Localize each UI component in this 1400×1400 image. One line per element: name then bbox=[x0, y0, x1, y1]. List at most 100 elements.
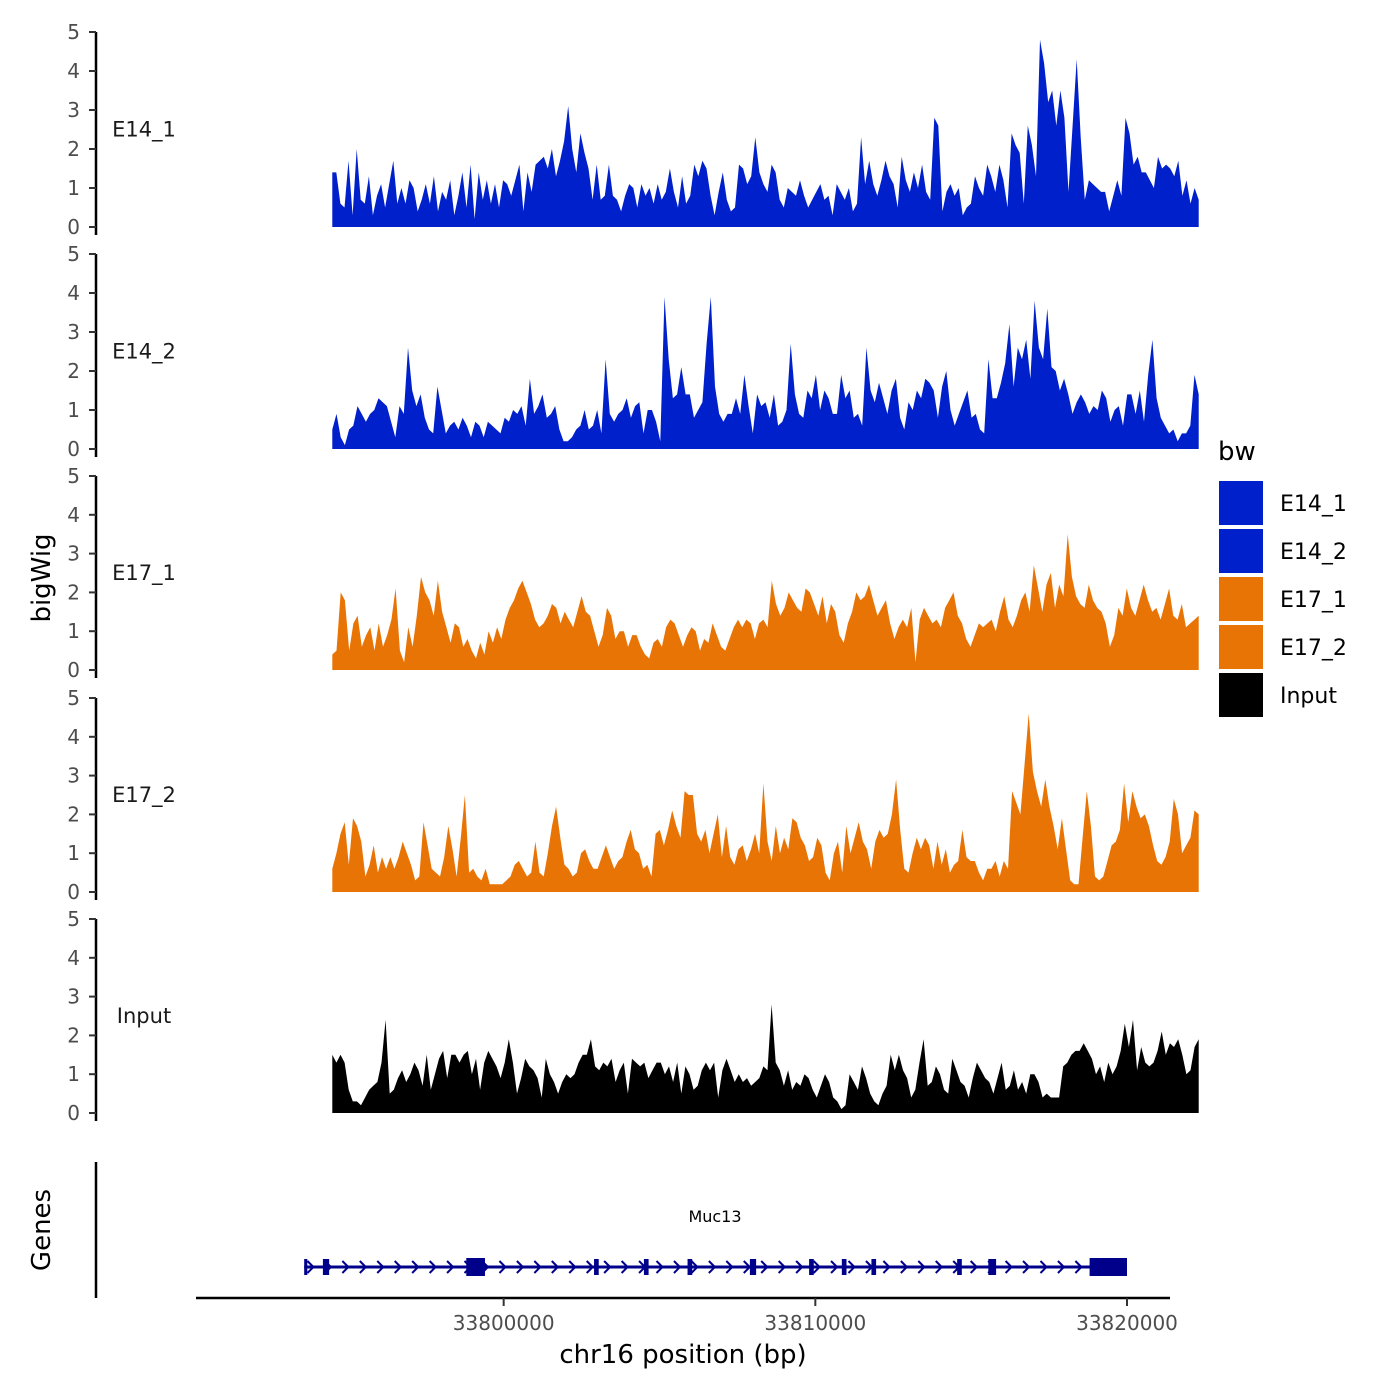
legend-items: E14_1 E14_2 E17_1 E17_2 Input bbox=[1217, 479, 1347, 719]
track-E14_1: 0 1 2 3 4 5 E14_1 bbox=[67, 20, 1199, 239]
y-tick-label: 3 bbox=[67, 320, 80, 344]
track-E14_2: 0 1 2 3 4 5 E14_2 bbox=[67, 242, 1199, 461]
strand-arrow bbox=[603, 1260, 612, 1274]
x-axis-ticks: 33800000 33810000 33820000 bbox=[453, 1298, 1178, 1335]
strand-arrow bbox=[673, 1260, 682, 1274]
legend-label: E17_2 bbox=[1280, 636, 1347, 661]
y-axis-title: bigWig bbox=[27, 533, 57, 622]
x-axis-title: chr16 position (bp) bbox=[559, 1340, 806, 1370]
gene-exon bbox=[749, 1259, 757, 1275]
coverage-area-E17_1 bbox=[332, 534, 1199, 670]
y-tick-label: 4 bbox=[67, 725, 80, 749]
gene-exon bbox=[594, 1259, 599, 1275]
genes-axis-title: Genes bbox=[27, 1189, 57, 1271]
strand-arrow bbox=[795, 1260, 804, 1274]
track-label: E14_1 bbox=[112, 118, 176, 143]
y-tick-label: 5 bbox=[67, 907, 80, 931]
gene-label: Muc13 bbox=[688, 1207, 741, 1226]
y-tick-label: 2 bbox=[67, 1023, 80, 1047]
y-tick-label: 4 bbox=[67, 503, 80, 527]
strand-arrow bbox=[533, 1260, 542, 1274]
legend-item: E17_1 bbox=[1217, 575, 1347, 623]
track-E17_2: 0 1 2 3 4 5 E17_2 bbox=[67, 686, 1199, 904]
strand-arrow bbox=[446, 1260, 455, 1274]
strand-arrow bbox=[1004, 1260, 1013, 1274]
x-tick-label: 33810000 bbox=[764, 1311, 866, 1335]
y-tick-label: 3 bbox=[67, 764, 80, 788]
coverage-area-E17_2 bbox=[332, 713, 1199, 892]
y-tick-label: 1 bbox=[67, 398, 80, 422]
strand-arrow bbox=[1074, 1260, 1083, 1274]
x-tick-label: 33820000 bbox=[1076, 1311, 1178, 1335]
y-tick-label: 2 bbox=[67, 580, 80, 604]
genes-panel: Genes Muc13 bbox=[27, 1162, 1127, 1298]
strand-arrow bbox=[376, 1260, 385, 1274]
strand-arrow bbox=[969, 1260, 979, 1274]
strand-arrow bbox=[620, 1260, 630, 1274]
strand-arrow bbox=[1057, 1260, 1066, 1274]
legend-label: Input bbox=[1280, 684, 1337, 709]
coverage-area-E14_2 bbox=[332, 296, 1199, 449]
y-tick-label: 5 bbox=[67, 464, 80, 488]
y-tick-label: 5 bbox=[67, 20, 80, 44]
gene-exon bbox=[687, 1259, 693, 1275]
legend-title: bw bbox=[1218, 437, 1256, 467]
strand-arrow bbox=[428, 1260, 438, 1274]
y-tick-label: 0 bbox=[67, 215, 80, 239]
y-tick-label: 0 bbox=[67, 658, 80, 682]
strand-arrow bbox=[900, 1260, 909, 1274]
legend: bw E14_1 E14_2 E17_1 E17_2 Input bbox=[1217, 437, 1347, 719]
strand-arrow bbox=[743, 1260, 752, 1274]
coverage-area-Input bbox=[332, 1004, 1199, 1113]
y-tick-label: 1 bbox=[67, 841, 80, 865]
strand-arrow bbox=[568, 1260, 577, 1274]
strand-arrow bbox=[917, 1260, 926, 1274]
y-tick-label: 5 bbox=[67, 686, 80, 710]
gene-exon bbox=[871, 1259, 877, 1275]
x-tick-label: 33800000 bbox=[453, 1311, 555, 1335]
strand-arrow bbox=[1039, 1260, 1048, 1274]
y-tick-label: 4 bbox=[67, 946, 80, 970]
gene-exon bbox=[643, 1259, 649, 1275]
y-tick-label: 2 bbox=[67, 137, 80, 161]
y-tick-label: 3 bbox=[67, 985, 80, 1009]
track-label: Input bbox=[117, 1004, 171, 1028]
y-tick-label: 5 bbox=[67, 242, 80, 266]
y-tick-label: 3 bbox=[67, 98, 80, 122]
strand-arrow bbox=[935, 1260, 944, 1274]
track-label: E17_2 bbox=[112, 783, 176, 808]
legend-swatch bbox=[1217, 575, 1265, 623]
gene-exon bbox=[841, 1259, 847, 1275]
legend-swatch bbox=[1217, 623, 1265, 671]
strand-arrow bbox=[725, 1260, 734, 1274]
gene-exon bbox=[809, 1259, 814, 1275]
y-tick-label: 0 bbox=[67, 437, 80, 461]
legend-label: E14_1 bbox=[1280, 492, 1347, 517]
legend-item: E17_2 bbox=[1217, 623, 1347, 671]
gene-exon bbox=[304, 1259, 308, 1275]
legend-item: E14_2 bbox=[1217, 527, 1347, 575]
legend-label: E17_1 bbox=[1280, 588, 1347, 613]
track-E17_1: 0 1 2 3 4 5 E17_1 bbox=[67, 464, 1199, 682]
strand-arrow bbox=[551, 1260, 560, 1274]
y-tick-label: 1 bbox=[67, 619, 80, 643]
strand-arrow bbox=[516, 1260, 525, 1274]
legend-item: E14_1 bbox=[1217, 479, 1347, 527]
strand-arrow bbox=[655, 1260, 664, 1274]
strand-arrow bbox=[411, 1260, 420, 1274]
gene-exon bbox=[466, 1258, 485, 1276]
gene-exon bbox=[1089, 1258, 1127, 1276]
legend-item: Input bbox=[1217, 671, 1337, 719]
strand-arrow bbox=[882, 1260, 891, 1274]
y-tick-label: 4 bbox=[67, 59, 80, 83]
legend-swatch bbox=[1217, 527, 1265, 575]
coverage-tracks: 0 1 2 3 4 5 E14_1 0 1 2 3 4 5 E14_2 0 1 2 3 4 5 E17_1 0 1 2 3 4 5 E… bbox=[67, 20, 1199, 1125]
strand-arrow bbox=[1022, 1260, 1031, 1274]
track-label: E17_1 bbox=[112, 561, 176, 586]
y-tick-label: 0 bbox=[67, 1101, 80, 1125]
strand-arrow bbox=[777, 1260, 787, 1274]
gene-exon bbox=[322, 1259, 330, 1275]
y-tick-label: 1 bbox=[67, 176, 80, 200]
strand-arrow bbox=[708, 1260, 717, 1274]
